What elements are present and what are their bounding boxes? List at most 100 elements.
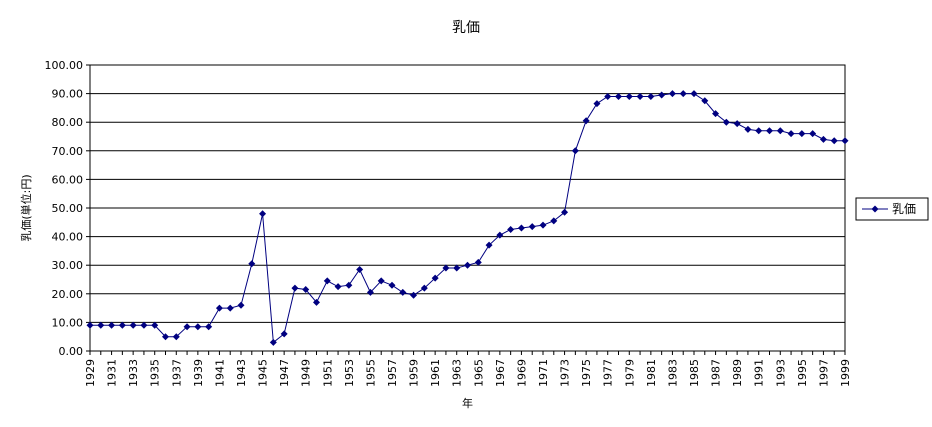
data-point: [431, 274, 439, 282]
data-point: [162, 333, 169, 341]
x-tick-label: 1955: [364, 359, 377, 387]
data-point: [819, 135, 827, 143]
data-point: [399, 288, 407, 296]
x-tick-label: 1963: [451, 359, 464, 387]
data-point: [86, 321, 94, 329]
y-tick-label: 40.00: [52, 231, 84, 244]
data-point: [140, 321, 148, 329]
data-point: [280, 330, 288, 338]
y-tick-label: 10.00: [52, 316, 84, 329]
data-point: [636, 92, 644, 100]
x-tick-label: 1969: [515, 359, 528, 387]
data-point: [701, 97, 709, 105]
x-tick-label: 1939: [192, 359, 205, 387]
data-point: [334, 283, 342, 291]
x-tick-label: 1995: [796, 359, 809, 387]
data-point: [226, 304, 234, 312]
x-tick-label: 1941: [213, 359, 226, 387]
data-point: [259, 210, 267, 218]
x-tick-label: 1965: [472, 359, 485, 387]
x-axis: 1929 1931 1933 1935 1937 1939 1941 1943 1945 1947…: [84, 351, 852, 387]
x-tick-label: 1989: [731, 359, 744, 387]
data-point: [485, 241, 493, 249]
data-point: [766, 127, 773, 135]
data-point: [550, 217, 558, 225]
data-point: [604, 92, 612, 100]
data-point: [539, 221, 547, 229]
data-point: [517, 224, 525, 232]
x-tick-label: 1959: [408, 359, 421, 387]
x-tick-label: 1935: [149, 359, 162, 387]
data-point: [151, 321, 159, 329]
y-tick-label: 30.00: [52, 259, 84, 272]
data-point: [507, 225, 515, 233]
x-tick-label: 1951: [321, 359, 334, 387]
x-tick-label: 1929: [84, 359, 97, 387]
data-point: [388, 281, 396, 289]
x-tick-label: 1981: [645, 359, 658, 387]
data-point: [615, 92, 622, 100]
x-tick-label: 1975: [580, 359, 593, 387]
data-point: [302, 286, 310, 294]
x-tick-label: 1973: [559, 359, 572, 387]
data-point: [205, 323, 213, 331]
data-point: [496, 231, 504, 239]
x-tick-label: 1977: [602, 359, 615, 387]
y-tick-label: 20.00: [52, 288, 84, 301]
series-line: [90, 93, 845, 344]
data-point: [690, 90, 698, 98]
data-point: [755, 127, 763, 135]
data-point: [129, 321, 137, 329]
data-point: [474, 258, 482, 266]
data-point: [776, 127, 784, 135]
x-tick-label: 1993: [774, 359, 787, 387]
data-point: [345, 281, 353, 289]
x-tick-label: 1949: [300, 359, 313, 387]
x-tick-label: 1979: [623, 359, 636, 387]
data-point: [744, 125, 752, 133]
x-tick-label: 1947: [278, 359, 291, 387]
y-tick-label: 60.00: [52, 173, 84, 186]
data-point: [593, 100, 601, 108]
data-point: [291, 284, 299, 292]
data-point: [248, 260, 256, 268]
data-point: [658, 91, 666, 99]
data-point: [410, 291, 418, 299]
data-point: [323, 277, 331, 285]
data-point: [668, 90, 676, 98]
x-tick-label: 1943: [235, 359, 248, 387]
y-axis: 0.00 10.00 20.00 30.00 40.00 50.00 60.00 70.00 8…: [45, 59, 90, 358]
x-tick-label: 1957: [386, 359, 399, 387]
data-point: [571, 147, 579, 155]
data-point: [313, 298, 320, 306]
x-tick-label: 1985: [688, 359, 701, 387]
series-group: [86, 90, 849, 346]
y-tick-label: 90.00: [52, 88, 84, 101]
legend-box: [855, 197, 929, 221]
x-tick-label: 1937: [170, 359, 183, 387]
gridlines: [90, 64, 845, 323]
data-point: [582, 117, 590, 125]
x-tick-label: 1953: [343, 359, 356, 387]
y-tick-label: 70.00: [52, 145, 84, 158]
legend-diamond-marker: [871, 205, 879, 213]
x-tick-label: 1945: [257, 359, 270, 387]
x-axis-label: 年: [462, 396, 473, 410]
x-tick-label: 1987: [710, 359, 723, 387]
y-tick-label: 0.00: [59, 345, 84, 358]
legend: 乳価: [855, 197, 929, 221]
data-point: [442, 264, 450, 272]
x-tick-label: 1999: [839, 359, 852, 387]
data-point: [647, 92, 655, 100]
x-tick-label: 1983: [666, 359, 679, 387]
data-point: [798, 130, 806, 138]
data-point: [237, 301, 245, 309]
data-point: [118, 321, 126, 329]
data-point: [733, 120, 741, 128]
data-point: [377, 277, 385, 285]
x-tick-label: 1997: [817, 359, 830, 387]
y-tick-label: 50.00: [52, 202, 84, 215]
data-point: [722, 118, 730, 126]
data-point: [841, 137, 849, 145]
data-point: [561, 208, 569, 216]
